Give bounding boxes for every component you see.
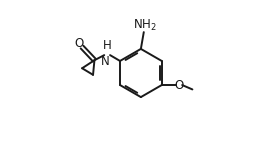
Text: N: N (101, 55, 110, 68)
Text: NH$_2$: NH$_2$ (133, 18, 156, 33)
Text: H: H (103, 39, 112, 52)
Text: O: O (174, 79, 183, 92)
Text: O: O (74, 37, 84, 50)
